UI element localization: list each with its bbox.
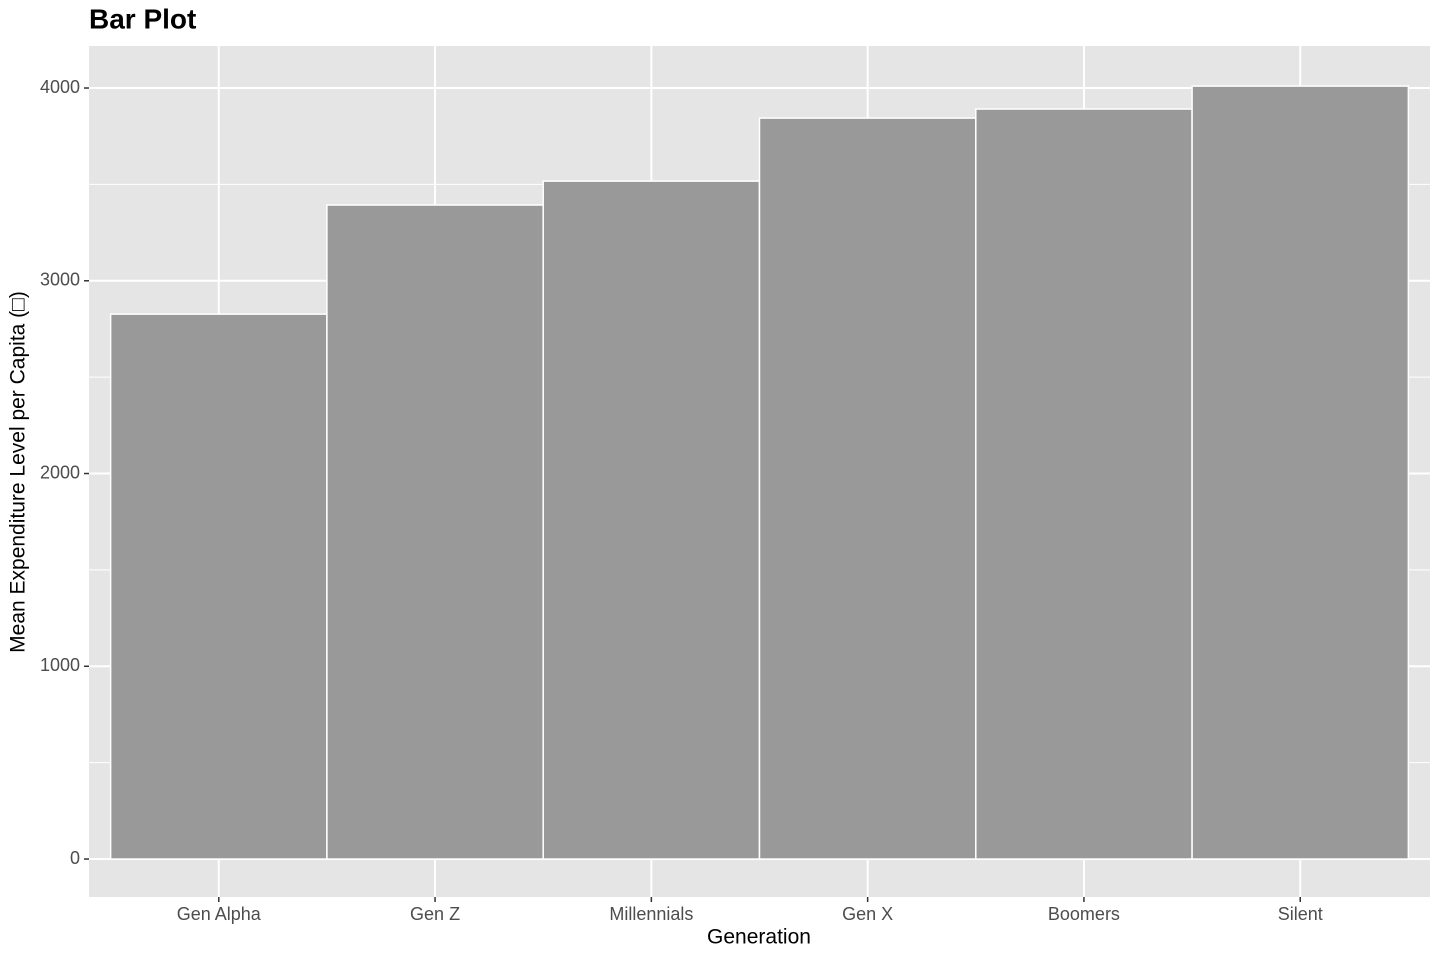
x-tick-label: Boomers bbox=[1048, 904, 1120, 924]
bar bbox=[109, 313, 328, 860]
bar bbox=[326, 204, 544, 860]
y-tick-label: 1000 bbox=[40, 655, 80, 675]
x-axis-title: Generation bbox=[707, 926, 811, 949]
y-tick-label: 0 bbox=[70, 848, 80, 868]
x-tick-label: Gen Alpha bbox=[177, 904, 262, 924]
x-tick-label: Millennials bbox=[609, 904, 693, 924]
y-tick-label: 2000 bbox=[40, 462, 80, 482]
y-tick-label: 4000 bbox=[40, 77, 80, 97]
bar bbox=[1191, 85, 1410, 860]
bar bbox=[975, 108, 1193, 860]
x-tick-label: Gen X bbox=[842, 904, 893, 924]
y-tick-label: 3000 bbox=[40, 270, 80, 290]
chart-title: Bar Plot bbox=[89, 3, 196, 34]
x-tick-label: Gen Z bbox=[410, 904, 460, 924]
x-tick-label: Silent bbox=[1278, 904, 1323, 924]
bar bbox=[542, 180, 761, 860]
y-axis-title: Mean Expenditure Level per Capita (□) bbox=[7, 291, 30, 653]
bar bbox=[758, 117, 977, 860]
